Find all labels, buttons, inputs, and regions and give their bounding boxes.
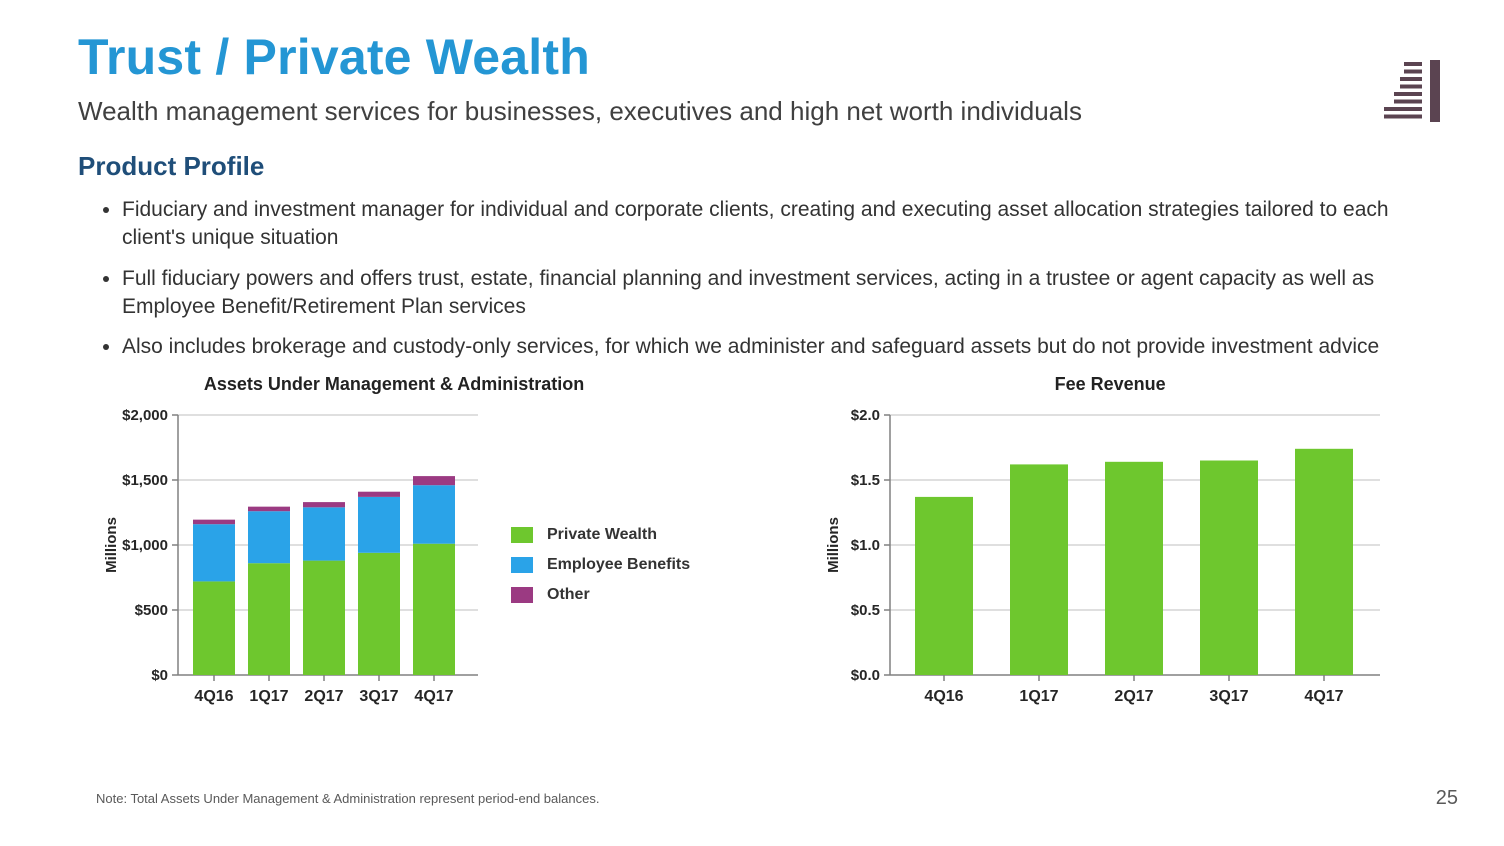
svg-text:$2.0: $2.0 — [851, 407, 880, 424]
aum-chart-title: Assets Under Management & Administration — [204, 374, 584, 395]
legend-label: Employee Benefits — [547, 556, 690, 574]
svg-text:4Q16: 4Q16 — [194, 688, 233, 705]
svg-text:4Q16: 4Q16 — [925, 688, 964, 705]
legend-label: Other — [547, 586, 590, 604]
svg-text:$0.5: $0.5 — [851, 602, 880, 619]
svg-text:$1,500: $1,500 — [122, 472, 168, 489]
svg-text:$1.5: $1.5 — [851, 472, 880, 489]
bullet-item: Also includes brokerage and custody-only… — [122, 333, 1426, 361]
fee-chart-title: Fee Revenue — [1055, 374, 1166, 395]
aum-legend: Private Wealth Employee Benefits Other — [511, 514, 690, 616]
slide: Trust / Private Wealth Wealth management… — [0, 0, 1504, 846]
aum-chart-block: Assets Under Management & Administration… — [98, 374, 690, 725]
bullet-item: Full fiduciary powers and offers trust, … — [122, 265, 1426, 322]
fee-chart-block: Fee Revenue $0.0 $0.5 $1.0 $1.5 $2.0 4Q16 1Q17… — [820, 374, 1400, 725]
legend-item-employee-benefits: Employee Benefits — [511, 556, 690, 574]
svg-text:4Q17: 4Q17 — [1305, 688, 1344, 705]
svg-text:$2,000: $2,000 — [122, 407, 168, 424]
legend-label: Private Wealth — [547, 526, 657, 544]
svg-text:$1,000: $1,000 — [122, 537, 168, 554]
svg-text:4Q17: 4Q17 — [414, 688, 453, 705]
page-title: Trust / Private Wealth — [78, 28, 1426, 86]
footnote: Note: Total Assets Under Management & Ad… — [96, 791, 599, 806]
bullet-item: Fiduciary and investment manager for ind… — [122, 196, 1426, 253]
svg-text:$500: $500 — [135, 602, 168, 619]
svg-text:$0.0: $0.0 — [851, 667, 880, 684]
page-subtitle: Wealth management services for businesse… — [78, 96, 1426, 127]
legend-swatch — [511, 527, 533, 543]
bullet-list: Fiduciary and investment manager for ind… — [122, 196, 1426, 362]
svg-text:1Q17: 1Q17 — [249, 688, 288, 705]
svg-text:2Q17: 2Q17 — [1115, 688, 1154, 705]
legend-item-other: Other — [511, 586, 690, 604]
svg-text:3Q17: 3Q17 — [359, 688, 398, 705]
svg-text:$0: $0 — [151, 667, 168, 684]
legend-swatch — [511, 587, 533, 603]
fee-chart: $0.0 $0.5 $1.0 $1.5 $2.0 4Q16 1Q17 2Q17 3Q17 4Q17… — [820, 405, 1400, 725]
svg-text:Millions: Millions — [103, 517, 120, 573]
svg-text:Millions: Millions — [825, 517, 842, 573]
page-number: 25 — [1436, 787, 1458, 810]
svg-text:2Q17: 2Q17 — [304, 688, 343, 705]
legend-swatch — [511, 557, 533, 573]
aum-chart: $0 $500 $1,000 $1,500 $2,000 4Q16 1Q17 2Q17 3Q17… — [98, 405, 493, 725]
svg-text:3Q17: 3Q17 — [1210, 688, 1249, 705]
aum-chart-and-legend: $0 $500 $1,000 $1,500 $2,000 4Q16 1Q17 2Q17 3Q17… — [98, 405, 690, 725]
section-heading: Product Profile — [78, 151, 1426, 182]
svg-text:$1.0: $1.0 — [851, 537, 880, 554]
charts-row: Assets Under Management & Administration… — [78, 374, 1426, 725]
svg-text:1Q17: 1Q17 — [1020, 688, 1059, 705]
company-logo-icon — [1382, 60, 1442, 122]
legend-item-private-wealth: Private Wealth — [511, 526, 690, 544]
